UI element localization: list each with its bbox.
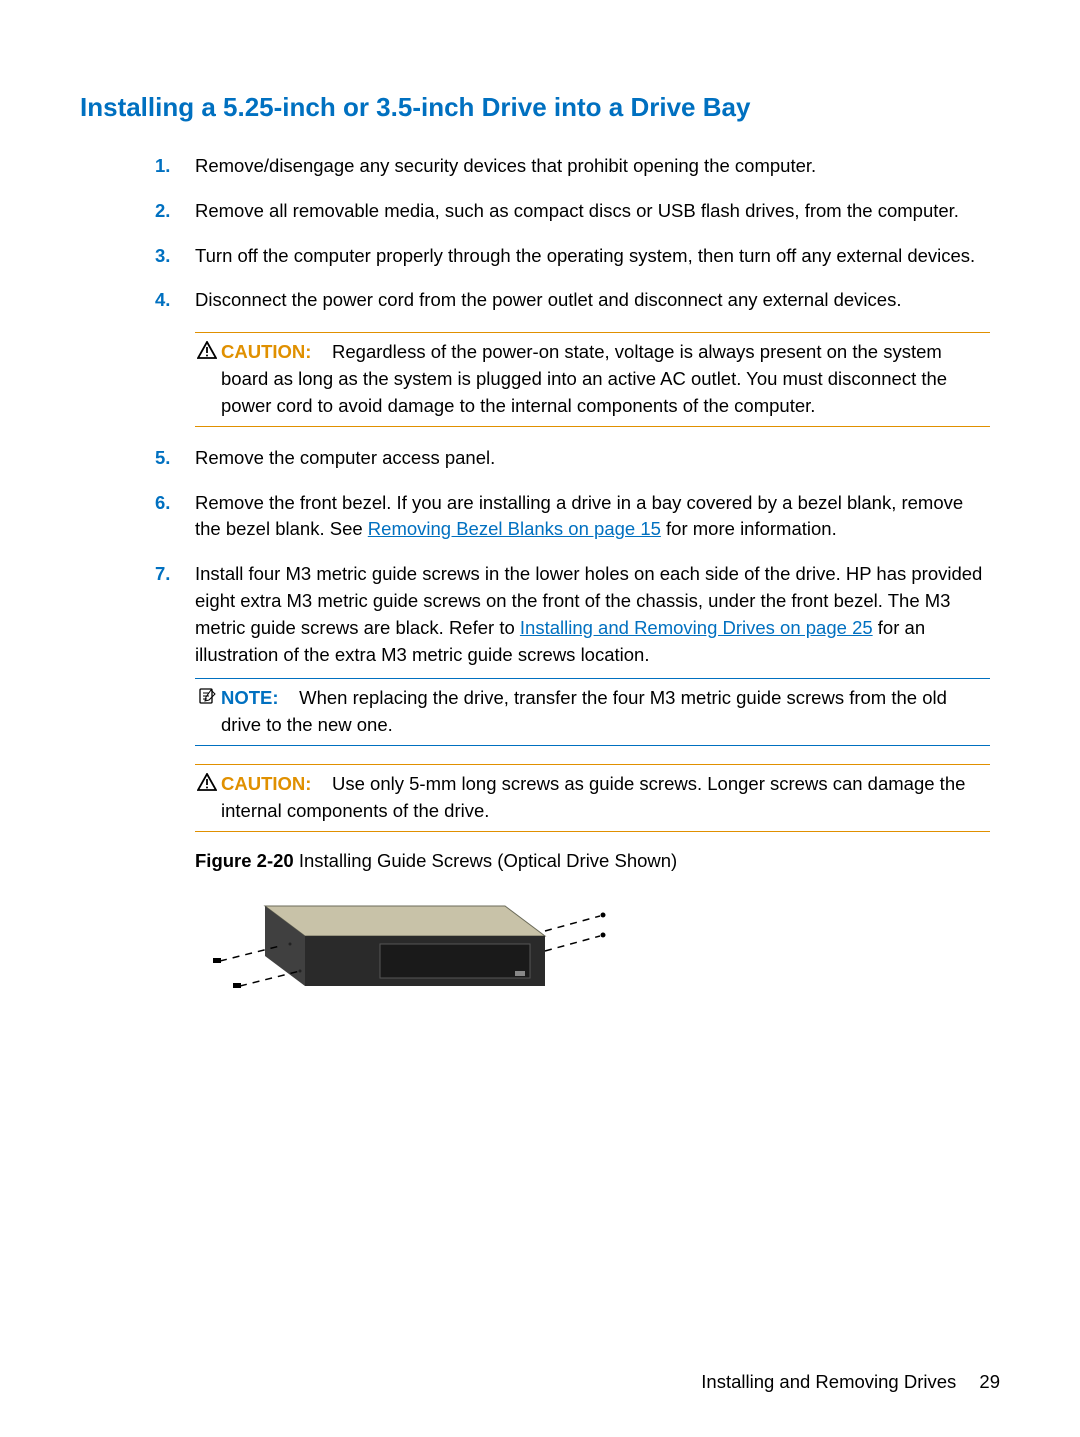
steps-list: 1. Remove/disengage any security devices…: [155, 153, 990, 314]
note-text: When replacing the drive, transfer the f…: [221, 687, 947, 735]
step-5: 5. Remove the computer access panel.: [155, 445, 990, 472]
step-4: 4. Disconnect the power cord from the po…: [155, 287, 990, 314]
footer-page-number: 29: [979, 1371, 1000, 1392]
caution-label: CAUTION:: [221, 773, 311, 794]
note-label: NOTE:: [221, 687, 279, 708]
step-number: 2.: [155, 198, 195, 225]
caution-label: CAUTION:: [221, 341, 311, 362]
note-box-1: NOTE: When replacing the drive, transfer…: [195, 678, 990, 746]
step-3: 3. Turn off the computer properly throug…: [155, 243, 990, 270]
step-number: 3.: [155, 243, 195, 270]
caution-icon: [195, 339, 219, 359]
figure-caption-text: Installing Guide Screws (Optical Drive S…: [294, 850, 678, 871]
step-number: 5.: [155, 445, 195, 472]
step-text: Remove the front bezel. If you are insta…: [195, 490, 990, 544]
step-text: Install four M3 metric guide screws in t…: [195, 561, 990, 668]
step-text: Remove/disengage any security devices th…: [195, 153, 990, 180]
caution-text: Use only 5-mm long screws as guide screw…: [221, 773, 965, 821]
note-text: [284, 687, 299, 708]
link-bezel-blanks[interactable]: Removing Bezel Blanks on page 15: [368, 518, 661, 539]
footer-section: Installing and Removing Drives: [701, 1371, 956, 1392]
caution-text: [317, 773, 332, 794]
caution-box-2: CAUTION: Use only 5-mm long screws as gu…: [195, 764, 990, 832]
step-number: 4.: [155, 287, 195, 314]
step-text: Disconnect the power cord from the power…: [195, 287, 990, 314]
figure-2-20: Figure 2-20 Installing Guide Screws (Opt…: [195, 850, 1000, 1031]
figure-drive-illustration: [195, 886, 615, 1026]
caution-icon: [195, 771, 219, 791]
page-footer: Installing and Removing Drives 29: [701, 1371, 1000, 1393]
step-text-post: for more information.: [661, 518, 837, 539]
note-icon: [195, 685, 219, 705]
caution-text: [317, 341, 332, 362]
link-installing-drives[interactable]: Installing and Removing Drives on page 2…: [520, 617, 873, 638]
step-number: 7.: [155, 561, 195, 668]
step-number: 1.: [155, 153, 195, 180]
figure-caption: Figure 2-20 Installing Guide Screws (Opt…: [195, 850, 1000, 872]
step-7: 7. Install four M3 metric guide screws i…: [155, 561, 990, 668]
step-number: 6.: [155, 490, 195, 544]
section-heading: Installing a 5.25-inch or 3.5-inch Drive…: [80, 92, 1000, 123]
step-1: 1. Remove/disengage any security devices…: [155, 153, 990, 180]
step-6: 6. Remove the front bezel. If you are in…: [155, 490, 990, 544]
step-text: Remove all removable media, such as comp…: [195, 198, 990, 225]
caution-box-1: CAUTION: Regardless of the power-on stat…: [195, 332, 990, 426]
step-2: 2. Remove all removable media, such as c…: [155, 198, 990, 225]
figure-label: Figure 2-20: [195, 850, 294, 871]
step-text: Remove the computer access panel.: [195, 445, 990, 472]
step-text: Turn off the computer properly through t…: [195, 243, 990, 270]
